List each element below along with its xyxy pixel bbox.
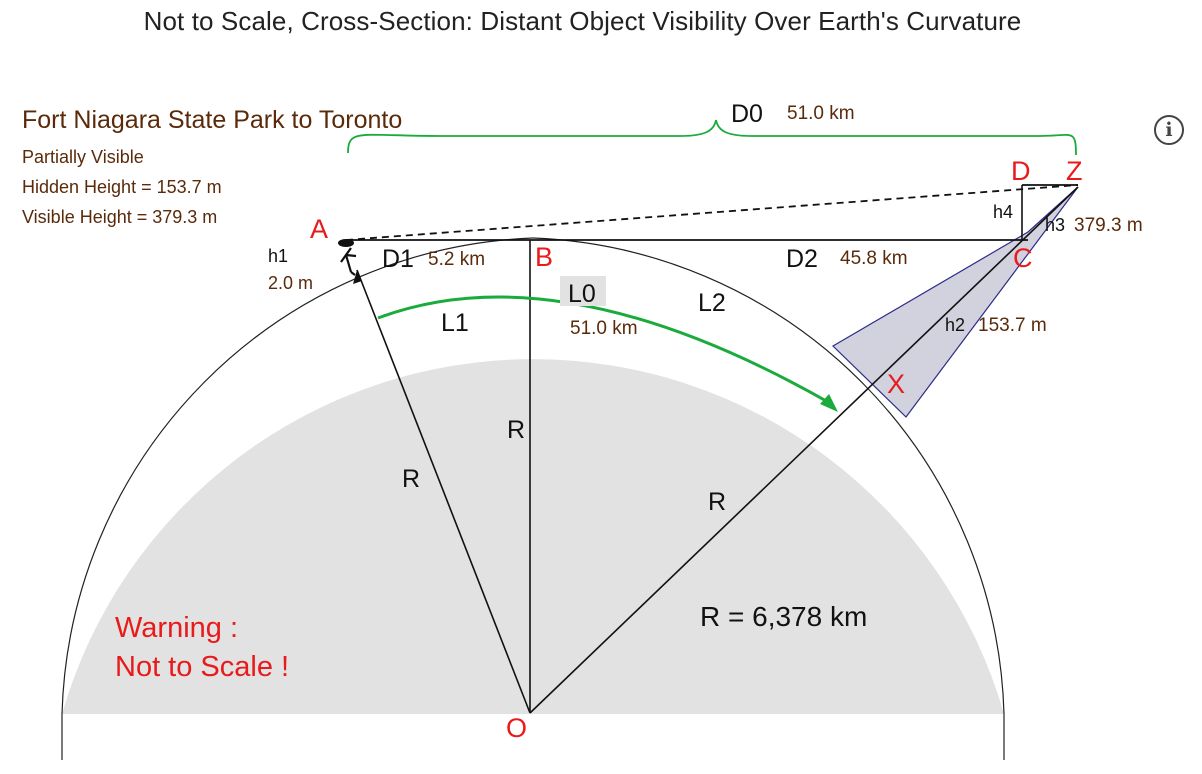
label-h3: h3	[1045, 215, 1065, 235]
value-h2: 153.7 m	[978, 315, 1047, 336]
d0-brace	[347, 119, 1077, 156]
earth-outline-left	[61, 237, 534, 760]
dashed-line-AZ	[345, 184, 1079, 241]
earth-outline-right	[532, 237, 1005, 760]
hidden-height: Hidden Height = 153.7 m	[22, 177, 222, 197]
value-h3: 379.3 m	[1074, 215, 1143, 236]
value-D0: 51.0 km	[787, 103, 855, 124]
label-h1: h1	[268, 246, 288, 266]
warning-line-1: Warning :	[115, 612, 238, 644]
label-R-OA: R	[402, 465, 420, 493]
point-B: B	[535, 242, 553, 272]
label-D2: D2	[786, 245, 818, 273]
point-C: C	[1013, 243, 1033, 273]
point-D: D	[1011, 156, 1031, 186]
earth-surface	[62, 359, 1004, 714]
visibility-status: Partially Visible	[22, 147, 144, 167]
warning-line-2: Not to Scale !	[115, 651, 289, 683]
visible-height: Visible Height = 379.3 m	[22, 207, 217, 227]
label-D1: D1	[382, 245, 414, 273]
info-icon[interactable]: i	[1154, 115, 1184, 145]
label-L2: L2	[698, 289, 726, 317]
label-L1: L1	[441, 309, 469, 337]
earth-cross-section-diagram: Fort Niagara State Park to Toronto Parti…	[22, 100, 1143, 760]
observer-icon	[338, 239, 357, 276]
point-A: A	[310, 214, 328, 244]
page-title: Not to Scale, Cross-Section: Distant Obj…	[143, 6, 1022, 36]
label-h2: h2	[945, 315, 965, 335]
value-D2: 45.8 km	[840, 248, 908, 269]
label-h4: h4	[993, 202, 1013, 222]
radius-arrowhead	[353, 270, 362, 284]
value-D1: 5.2 km	[428, 249, 485, 270]
label-R-OZ: R	[708, 488, 726, 516]
point-O: O	[506, 713, 527, 743]
radius-OZ	[529, 186, 1079, 714]
scenario-name: Fort Niagara State Park to Toronto	[22, 106, 402, 134]
label-R-OB: R	[507, 416, 525, 444]
label-L0: L0	[568, 280, 596, 308]
point-Z: Z	[1066, 156, 1083, 186]
l0-label-bg	[560, 276, 606, 306]
earth-radius-value: R = 6,378 km	[700, 601, 867, 632]
point-X: X	[887, 369, 905, 399]
label-D0: D0	[731, 100, 763, 128]
value-L0: 51.0 km	[570, 318, 638, 339]
value-h1: 2.0 m	[268, 273, 313, 293]
radius-OA	[356, 269, 531, 714]
l0-arrowhead	[820, 394, 838, 412]
